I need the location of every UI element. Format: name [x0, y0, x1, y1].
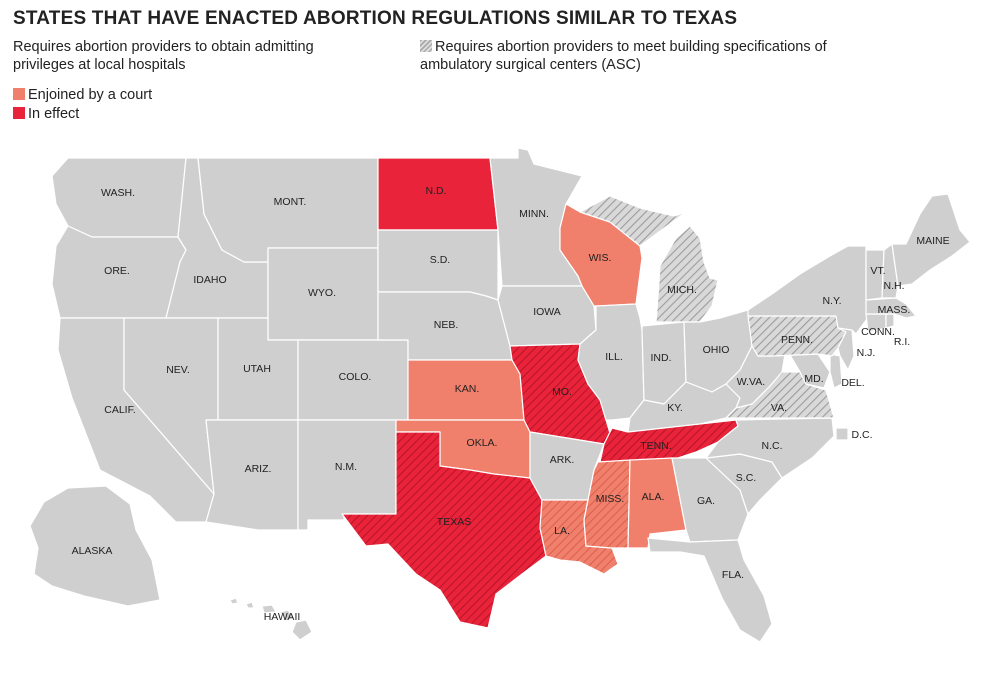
state-del[interactable]: [829, 353, 843, 389]
label-la: LA.: [554, 525, 570, 537]
label-ga: GA.: [697, 495, 715, 507]
state-texas[interactable]: [341, 431, 547, 629]
label-colo: COLO.: [339, 371, 372, 383]
label-wash: WASH.: [101, 187, 135, 199]
enjoined-swatch-icon: [13, 88, 25, 100]
label-miss: MISS.: [596, 493, 625, 505]
legend-enjoined-label: Enjoined by a court: [28, 87, 153, 103]
label-fla: FLA.: [722, 569, 744, 581]
label-ny: N.Y.: [822, 295, 841, 307]
label-nd: N.D.: [426, 185, 447, 197]
state-ill[interactable]: [577, 303, 645, 421]
label-kan: KAN.: [455, 383, 480, 395]
label-md: MD.: [804, 373, 823, 385]
state-nj[interactable]: [837, 327, 855, 371]
state-dc[interactable]: [835, 427, 849, 441]
label-mo: MO.: [552, 386, 572, 398]
label-ore: ORE.: [104, 265, 130, 277]
label-sd: S.D.: [430, 254, 450, 266]
label-ind: IND.: [651, 352, 672, 364]
label-wis: WIS.: [589, 252, 612, 264]
legend-in-effect: In effect: [13, 105, 79, 123]
legend-enjoined: Enjoined by a court: [13, 86, 152, 104]
label-okla: OKLA.: [467, 437, 498, 449]
state-ariz[interactable]: [205, 419, 299, 531]
label-ill: ILL.: [605, 351, 623, 363]
map-title: STATES THAT HAVE ENACTED ABORTION REGULA…: [13, 8, 738, 29]
label-nc: N.C.: [762, 440, 783, 452]
label-mass: MASS.: [878, 304, 911, 316]
label-nev: NEV.: [166, 364, 190, 376]
label-mont: MONT.: [274, 196, 307, 208]
state-nc[interactable]: [705, 417, 835, 479]
state-hawaii[interactable]: [229, 597, 313, 641]
in-effect-swatch-icon: [13, 107, 25, 119]
label-mich: MICH.: [667, 284, 697, 296]
state-mass[interactable]: [865, 297, 917, 319]
legend-in-effect-label: In effect: [28, 106, 80, 122]
label-maine: MAINE: [916, 235, 949, 247]
hatch-swatch-icon: [420, 40, 432, 52]
label-del: DEL.: [841, 377, 864, 389]
label-wva: W.VA.: [737, 376, 765, 388]
label-minn: MINN.: [519, 208, 549, 220]
label-idaho: IDAHO: [193, 274, 226, 286]
legend-asc-label: Requires abortion providers to meet buil…: [420, 39, 827, 73]
label-ariz: ARIZ.: [245, 463, 272, 475]
label-hawaii: HAWAII: [264, 611, 301, 623]
label-ri: R.I.: [894, 336, 910, 348]
label-conn: CONN.: [861, 326, 895, 338]
label-ky: KY.: [667, 402, 683, 414]
legend-admitting-privileges: Requires abortion providers to obtain ad…: [13, 39, 314, 73]
state-mont[interactable]: [197, 157, 379, 263]
label-ark: ARK.: [550, 454, 575, 466]
label-nh: N.H.: [884, 280, 905, 292]
label-utah: UTAH: [243, 363, 271, 375]
label-texas: TEXAS: [437, 516, 471, 528]
label-alaska: ALASKA: [72, 545, 113, 557]
label-ohio: OHIO: [703, 344, 730, 356]
state-fla[interactable]: [647, 537, 773, 643]
state-alaska[interactable]: [29, 485, 161, 607]
label-nj: N.J.: [857, 347, 876, 359]
state-maine[interactable]: [891, 193, 971, 287]
label-dc: D.C.: [852, 429, 873, 441]
label-va: VA.: [771, 402, 787, 414]
label-tenn: TENN.: [640, 440, 672, 452]
label-wyo: WYO.: [308, 287, 336, 299]
label-nm: N.M.: [335, 461, 357, 473]
label-ala: ALA.: [642, 491, 665, 503]
state-wva[interactable]: [725, 345, 787, 409]
label-sc: S.C.: [736, 472, 756, 484]
state-nh[interactable]: [881, 243, 899, 299]
label-vt: VT.: [870, 265, 885, 277]
label-iowa: IOWA: [533, 306, 561, 318]
label-calif: CALIF.: [104, 404, 136, 416]
legend-asc: Requires abortion providers to meet buil…: [420, 38, 840, 74]
label-neb: NEB.: [434, 319, 459, 331]
label-pa: PENN.: [781, 334, 813, 346]
state-mich[interactable]: [579, 195, 719, 323]
